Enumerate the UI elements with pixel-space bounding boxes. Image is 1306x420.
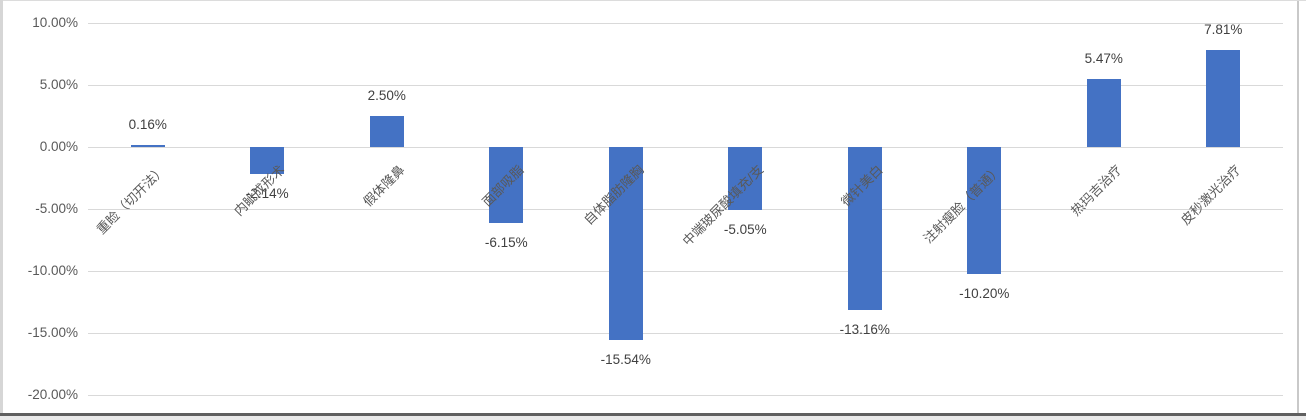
chart-bar <box>967 147 1002 274</box>
gridline <box>88 147 1283 148</box>
gridline <box>88 395 1283 396</box>
chart-bar <box>1206 50 1241 147</box>
chart-bar <box>489 147 524 224</box>
category-label: 假体隆鼻 <box>359 162 408 210</box>
chart-bar <box>130 145 165 147</box>
category-label: 重睑（切开法） <box>93 162 169 237</box>
chart-bar <box>847 147 882 311</box>
chart-bar <box>369 116 404 147</box>
y-axis-tick-label: -10.00% <box>27 263 78 278</box>
data-label: 2.50% <box>367 88 406 103</box>
gridline <box>88 333 1283 334</box>
y-axis-tick-label: -15.00% <box>27 325 78 340</box>
category-label: 皮秒激光治疗 <box>1178 162 1244 228</box>
category-label: 热玛吉治疗 <box>1067 162 1125 219</box>
chart-bar <box>728 147 763 210</box>
data-label: -13.16% <box>839 322 890 338</box>
left-edge-border <box>0 0 3 413</box>
y-axis-tick-label: 5.00% <box>39 77 78 92</box>
top-edge-border <box>0 0 1306 1</box>
chart-bar <box>250 147 285 174</box>
y-axis-tick-label: -20.00% <box>27 387 78 402</box>
chart-bar <box>608 147 643 340</box>
y-axis-tick-label: 10.00% <box>32 15 78 30</box>
data-label: 5.47% <box>1084 51 1123 67</box>
data-label: 0.16% <box>128 117 167 132</box>
bottom-strip <box>0 416 1306 420</box>
y-axis-tick-label: 0.00% <box>39 139 78 154</box>
data-label: -15.54% <box>600 351 651 367</box>
chart-bar <box>1086 79 1121 147</box>
data-label: -5.05% <box>723 221 767 237</box>
chart-right-border <box>1297 1 1299 413</box>
gridline <box>88 271 1283 272</box>
data-label: -2.14% <box>245 185 289 201</box>
gridline <box>88 209 1283 210</box>
gridline <box>88 85 1283 86</box>
data-label: -10.20% <box>959 285 1010 301</box>
data-label: -6.15% <box>484 235 528 251</box>
gridline <box>88 23 1283 24</box>
y-axis-tick-label: -5.00% <box>35 201 78 216</box>
window-bottom-edge <box>0 413 1306 416</box>
data-label: 7.81% <box>1204 22 1243 38</box>
